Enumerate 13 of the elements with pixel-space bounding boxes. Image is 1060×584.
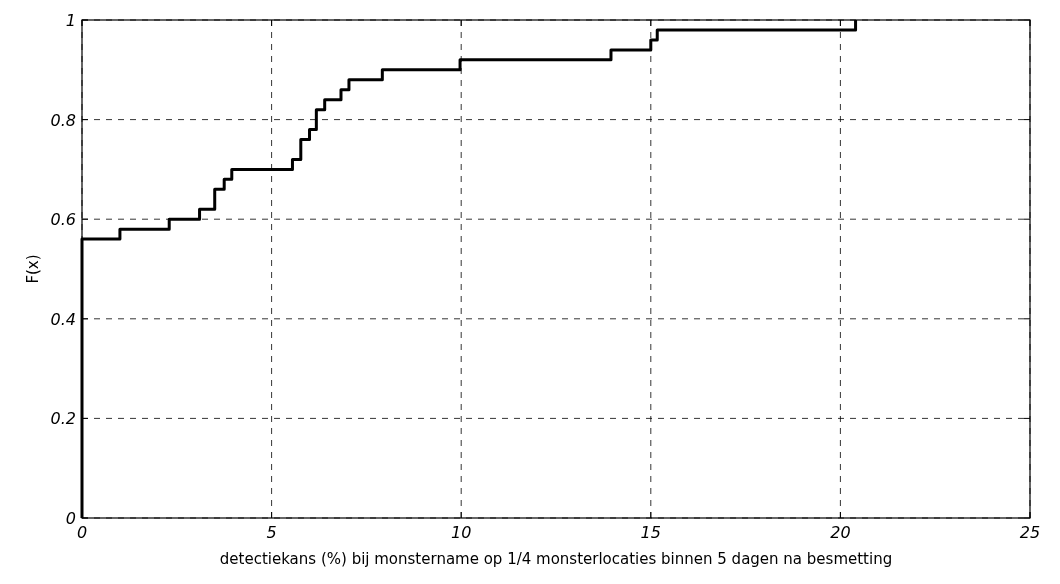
x-tick-label: 25 bbox=[1019, 523, 1041, 542]
y-tick-label: 0.4 bbox=[50, 309, 76, 329]
x-tick-label: 5 bbox=[266, 523, 277, 542]
x-tick-label: 20 bbox=[830, 523, 851, 542]
y-tick-label: 0.2 bbox=[50, 409, 76, 429]
x-tick-label: 15 bbox=[640, 523, 661, 542]
y-tick-label: 1 bbox=[65, 11, 76, 30]
x-axis-title: detectiekans (%) bij monstername op 1/4 monsterlocaties binnen 5 dagen na besmetting bbox=[219, 550, 893, 568]
y-tick-label: 0.8 bbox=[50, 110, 76, 130]
y-tick-label: 0.6 bbox=[50, 210, 76, 230]
y-tick-label: 0 bbox=[65, 509, 76, 528]
x-tick-label: 10 bbox=[451, 523, 472, 542]
y-axis-title: F(x) bbox=[24, 254, 42, 284]
